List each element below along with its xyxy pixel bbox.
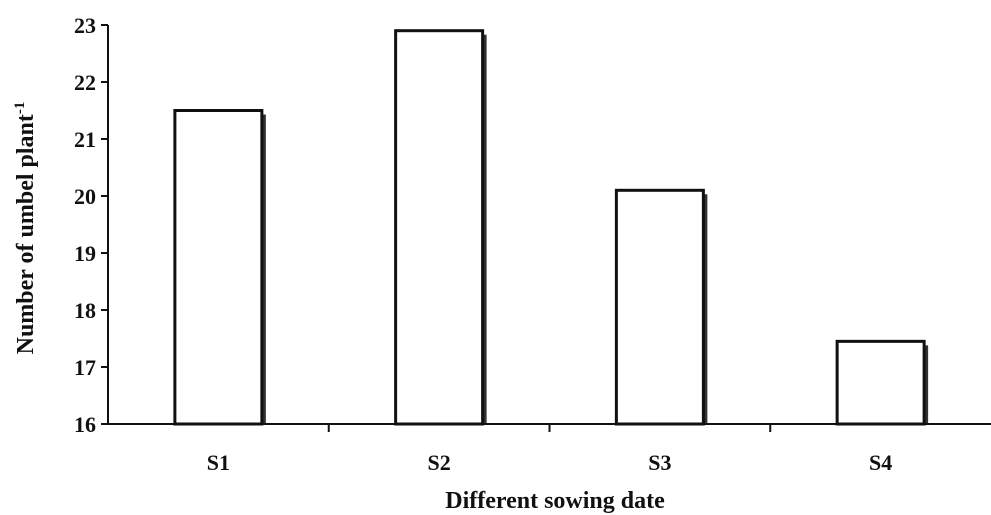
y-tick-label: 18 (74, 298, 96, 323)
y-tick-label: 20 (74, 184, 96, 209)
y-axis-title-superscript: -1 (12, 102, 28, 115)
y-tick-label: 19 (74, 241, 96, 266)
x-tick-label: S3 (648, 450, 671, 475)
x-axis-title: Different sowing date (445, 488, 665, 514)
y-axis-title-main: Number of umbel plant (13, 114, 39, 354)
y-tick-label: 23 (74, 13, 96, 38)
bar-s1 (173, 109, 264, 426)
y-tick-label: 17 (74, 355, 96, 380)
y-axis-title: Number of umbel plant-1 (12, 102, 39, 355)
y-tick-label: 22 (74, 70, 96, 95)
x-tick-label: S4 (869, 450, 892, 475)
y-tick-label: 16 (74, 412, 96, 437)
bar-s3 (614, 188, 705, 426)
bar-s4 (835, 339, 926, 426)
x-tick-label: S2 (428, 450, 451, 475)
bars-group (173, 29, 929, 426)
y-axis-ticks: 16 17 18 19 20 21 22 23 (74, 13, 108, 437)
bar-s2 (394, 29, 485, 426)
y-tick-label: 21 (74, 127, 96, 152)
x-axis-ticks: S1 S2 S3 S4 (207, 424, 892, 475)
x-tick-label: S1 (207, 450, 230, 475)
